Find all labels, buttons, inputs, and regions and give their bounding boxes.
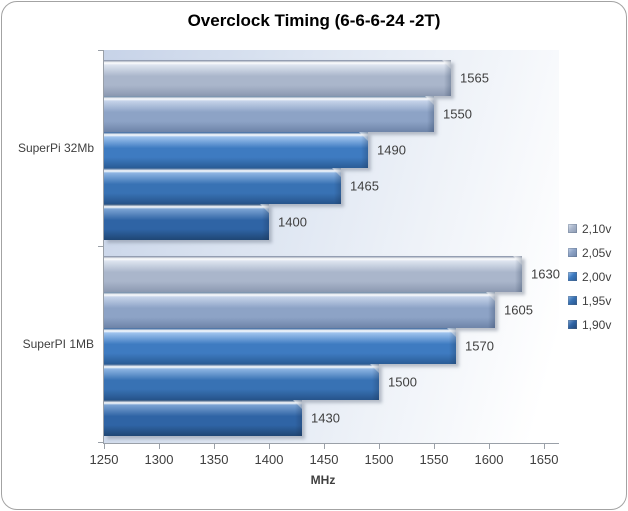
bar: 1550 [104,96,472,132]
x-axis-tick-label: 1450 [309,452,339,467]
x-axis-tick [544,443,545,449]
bar-value-label: 1465 [350,178,379,194]
bar: 1465 [104,168,379,204]
legend-swatch [568,320,577,329]
bar: 1430 [104,400,340,436]
bar-group: 1565 1550 1490 1465 1400 [104,50,559,246]
bar-value-label: 1500 [388,374,417,390]
legend-item: 1,95v [568,293,612,308]
bar-value-label: 1490 [377,142,406,158]
legend-item: 2,05v [568,245,612,260]
bar-group: 1630 1605 1570 1500 1430 [104,246,560,442]
bar: 1500 [104,364,417,400]
category-label: SuperPi 32Mb [17,141,94,155]
bar: 1630 [104,256,560,292]
legend-swatch [568,248,577,257]
legend: 2,10v 2,05v 2,00v 1,95v 1,90v [568,222,611,342]
bar-value-label: 1400 [278,214,307,230]
legend-label: 2,05v [582,245,612,260]
x-axis-tick-label: 1500 [364,452,394,467]
y-axis-tick [98,50,104,51]
bar: 1565 [104,60,489,96]
y-axis-tick [98,246,104,247]
legend-label: 2,00v [582,269,612,284]
x-axis-tick-label: 1350 [199,452,229,467]
bar-value-label: 1430 [311,410,340,426]
legend-item: 2,10v [568,221,612,236]
bar-value-label: 1570 [465,338,494,354]
legend-item: 2,00v [568,269,612,284]
legend-label: 1,95v [582,293,612,308]
bar-value-label: 1605 [504,302,533,318]
bar: 1400 [104,204,307,240]
legend-label: 1,90v [582,317,612,332]
x-axis-tick [214,443,215,449]
bar: 1605 [104,292,533,328]
x-axis-tick [269,443,270,449]
y-axis-tick [98,442,104,443]
x-axis-tick-label: 1600 [474,452,504,467]
legend-swatch [568,224,577,233]
bar-value-label: 1630 [531,266,560,282]
x-axis-tick-label: 1650 [529,452,559,467]
legend-swatch [568,272,577,281]
bar-value-label: 1565 [460,70,489,86]
bar: 1570 [104,328,494,364]
x-axis-tick-label: 1550 [419,452,449,467]
bar: 1490 [104,132,406,168]
legend-label: 2,10v [582,221,612,236]
x-axis-tick [489,443,490,449]
x-axis-title: MHz [310,473,336,487]
x-axis-tick [324,443,325,449]
x-axis-tick-label: 1250 [89,452,119,467]
x-axis-tick [434,443,435,449]
category-label: SuperPI 1MB [22,337,94,351]
chart-title: Overclock Timing (6-6-6-24 -2T) [187,11,441,30]
bar-value-label: 1550 [443,106,472,122]
x-axis-tick [379,443,380,449]
x-axis-tick [104,443,105,449]
x-axis-tick [159,443,160,449]
x-axis-tick-label: 1400 [254,452,284,467]
legend-swatch [568,296,577,305]
plot-area: 1565 1550 1490 1465 1400 1630 1605 1570 1500 1430… [90,50,560,467]
legend-item: 1,90v [568,317,612,332]
x-axis-tick-label: 1300 [144,452,174,467]
